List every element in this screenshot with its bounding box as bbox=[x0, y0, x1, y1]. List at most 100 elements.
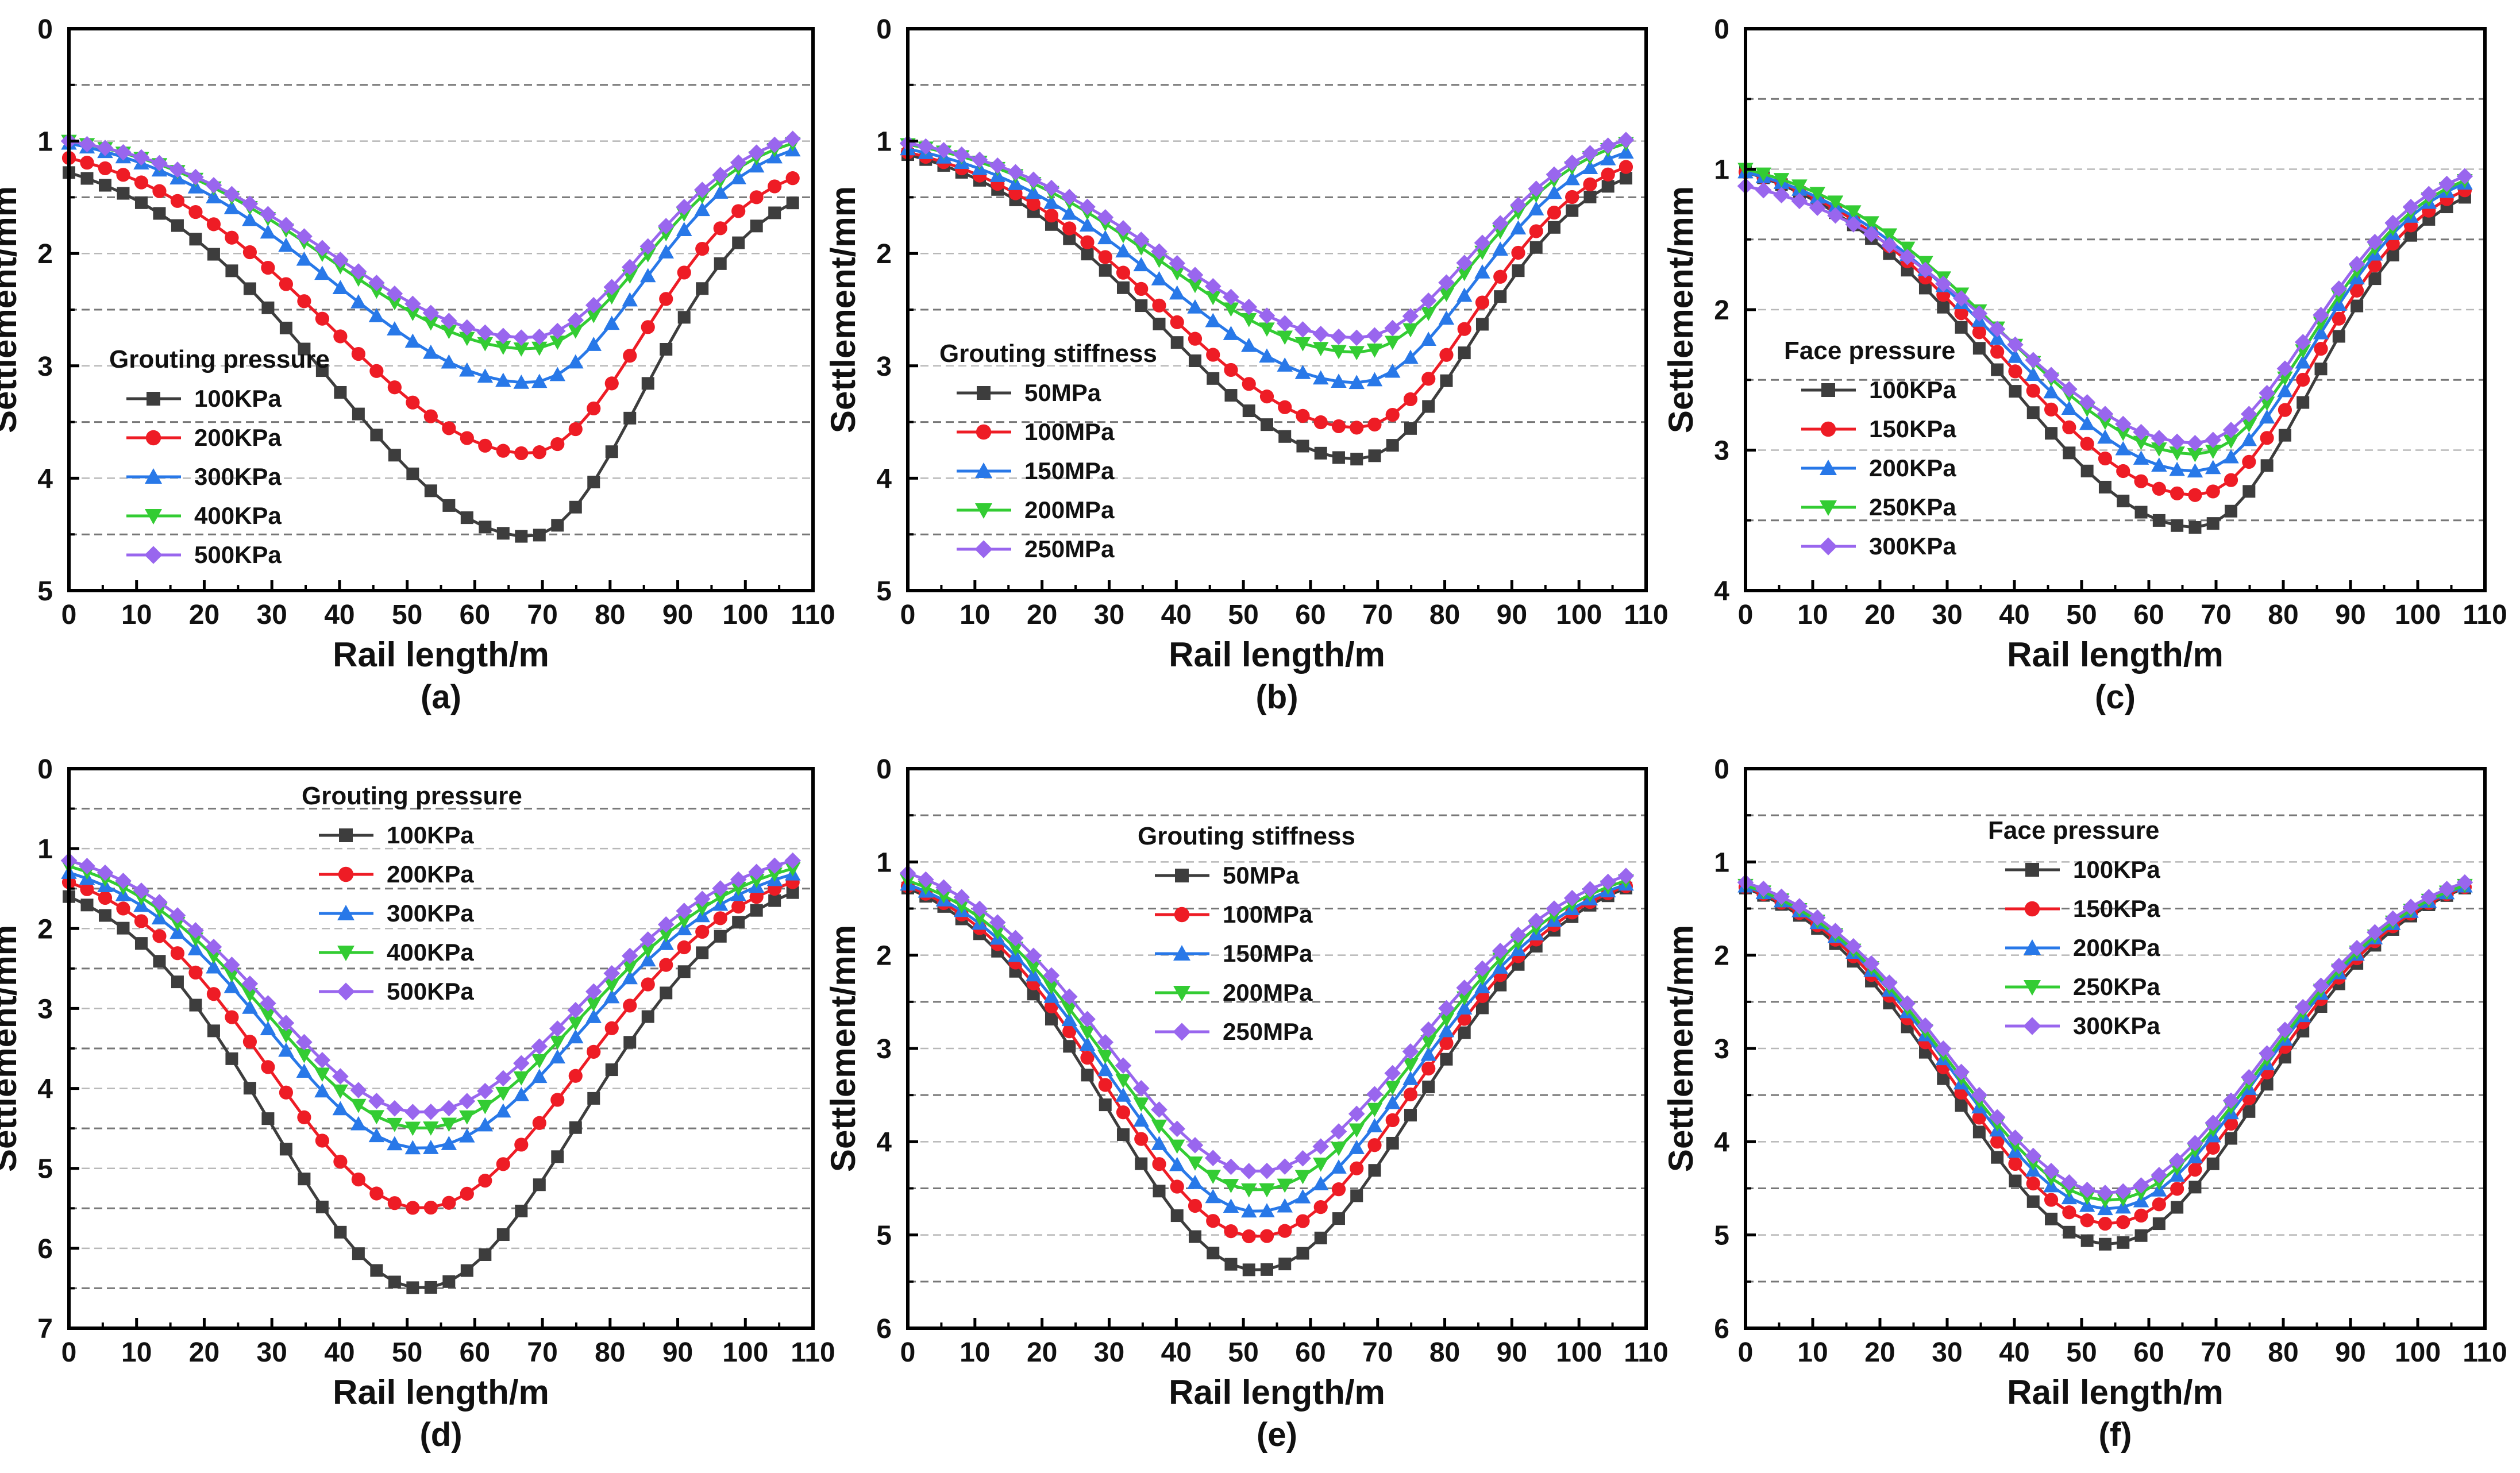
data-point bbox=[695, 242, 710, 256]
data-point bbox=[1260, 418, 1273, 431]
data-point bbox=[2402, 199, 2419, 215]
data-point bbox=[604, 315, 620, 330]
data-point bbox=[1205, 291, 1221, 306]
data-point bbox=[80, 882, 94, 896]
data-point bbox=[2438, 881, 2455, 897]
data-point bbox=[242, 999, 258, 1014]
data-point bbox=[1402, 308, 1419, 325]
data-point bbox=[1456, 287, 1473, 302]
legend-marker bbox=[338, 866, 354, 882]
data-point bbox=[296, 1034, 313, 1051]
y-tick-label: 0 bbox=[37, 754, 53, 785]
y-tick-label: 2 bbox=[1714, 941, 1729, 971]
data-point bbox=[2368, 272, 2382, 286]
data-point bbox=[224, 968, 240, 983]
data-point bbox=[1511, 245, 1525, 260]
series-250MPa bbox=[899, 132, 1635, 346]
data-point bbox=[315, 1133, 329, 1148]
data-point bbox=[242, 1035, 257, 1049]
data-point bbox=[1259, 348, 1275, 363]
data-point bbox=[1972, 1110, 1986, 1125]
data-point bbox=[641, 320, 655, 334]
data-point bbox=[604, 978, 620, 993]
data-point bbox=[2187, 434, 2203, 452]
x-tick-label: 80 bbox=[2268, 600, 2298, 630]
data-point bbox=[80, 172, 94, 185]
data-point bbox=[1348, 346, 1365, 361]
data-point bbox=[297, 1110, 311, 1124]
data-point bbox=[1791, 898, 1808, 915]
data-point bbox=[2276, 1021, 2294, 1038]
data-point bbox=[1061, 1002, 1077, 1017]
data-point bbox=[659, 958, 673, 972]
legend-entry: 250KPa bbox=[1801, 493, 1956, 520]
data-point bbox=[1223, 1158, 1239, 1175]
data-point bbox=[116, 168, 130, 182]
data-point bbox=[1547, 221, 1560, 234]
data-point bbox=[2276, 360, 2294, 377]
data-point bbox=[639, 952, 656, 967]
data-point bbox=[406, 395, 420, 410]
data-point bbox=[2079, 415, 2095, 430]
data-point bbox=[515, 530, 528, 543]
legend-marker bbox=[2024, 939, 2041, 955]
data-point bbox=[567, 311, 584, 329]
x-axis-title: Rail length/m bbox=[1169, 1373, 1385, 1412]
data-point bbox=[2314, 342, 2328, 356]
legend-entry: 50MPa bbox=[957, 379, 1101, 406]
y-tick-label: 0 bbox=[876, 14, 892, 45]
y-tick-label: 3 bbox=[876, 352, 892, 382]
data-point bbox=[2225, 504, 2238, 518]
data-point bbox=[315, 311, 329, 326]
data-point bbox=[2043, 384, 2059, 399]
data-point bbox=[404, 1104, 421, 1120]
legend-label: 300KPa bbox=[1869, 533, 1956, 560]
data-point bbox=[1205, 313, 1221, 327]
data-point bbox=[1242, 1263, 1255, 1277]
data-point bbox=[549, 1035, 566, 1050]
y-tick-label: 2 bbox=[876, 239, 892, 269]
data-point bbox=[2134, 474, 2148, 488]
x-tick-label: 110 bbox=[2463, 1337, 2507, 1368]
data-point bbox=[694, 901, 710, 916]
x-tick-label: 100 bbox=[722, 1337, 768, 1368]
y-tick-label: 5 bbox=[37, 1154, 53, 1185]
data-point bbox=[386, 285, 403, 302]
legend-title: Face pressure bbox=[1988, 816, 2159, 845]
data-point bbox=[2242, 1105, 2256, 1118]
data-point bbox=[1474, 960, 1491, 977]
x-axis-title: Rail length/m bbox=[2007, 1373, 2224, 1412]
data-point bbox=[641, 1010, 654, 1023]
data-point bbox=[641, 977, 655, 992]
data-point bbox=[569, 1121, 582, 1134]
data-point bbox=[1827, 923, 1844, 939]
x-tick-label: 10 bbox=[121, 1337, 152, 1368]
data-point bbox=[2098, 1216, 2113, 1231]
data-point bbox=[2205, 460, 2221, 475]
data-point bbox=[1528, 912, 1545, 930]
data-point bbox=[332, 280, 349, 295]
data-point bbox=[1474, 264, 1490, 279]
data-point bbox=[1972, 1125, 1986, 1139]
data-point bbox=[2117, 495, 2130, 508]
data-point bbox=[1151, 1136, 1167, 1150]
data-point bbox=[1224, 389, 1238, 402]
data-point bbox=[1583, 190, 1597, 203]
data-point bbox=[730, 154, 747, 171]
data-point bbox=[1438, 310, 1455, 325]
data-point bbox=[261, 1060, 275, 1074]
data-point bbox=[352, 407, 365, 421]
data-point bbox=[334, 1225, 347, 1239]
x-tick-label: 110 bbox=[791, 1337, 835, 1368]
data-point bbox=[1188, 331, 1203, 346]
series-200KPa bbox=[1737, 878, 2473, 1216]
panel-label: (c) bbox=[2095, 678, 2136, 716]
data-point bbox=[1132, 232, 1150, 248]
y-tick-label: 5 bbox=[876, 1221, 892, 1251]
legend-label: 150MPa bbox=[1223, 940, 1313, 967]
data-point bbox=[98, 161, 113, 176]
data-point bbox=[1845, 216, 1862, 233]
data-point bbox=[1170, 336, 1184, 349]
data-point bbox=[387, 296, 403, 311]
data-point bbox=[495, 1070, 512, 1087]
